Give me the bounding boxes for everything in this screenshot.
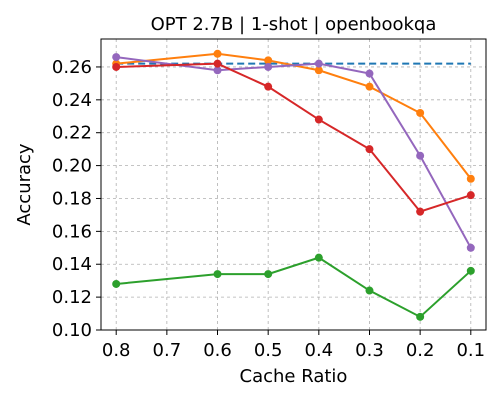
y-tick-label: 0.20 [52, 156, 92, 177]
data-point [467, 175, 475, 183]
data-point [214, 50, 222, 58]
x-tick-label: 0.6 [203, 340, 232, 361]
data-point [365, 145, 373, 153]
data-point [467, 244, 475, 252]
data-point [112, 53, 120, 61]
x-tick-label: 0.2 [406, 340, 435, 361]
y-tick-label: 0.26 [52, 57, 92, 78]
data-point [214, 270, 222, 278]
x-tick-label: 0.5 [254, 340, 283, 361]
x-tick-label: 0.8 [102, 340, 131, 361]
x-axis-label: Cache Ratio [240, 366, 348, 387]
data-point [264, 63, 272, 71]
data-point [315, 116, 323, 124]
data-point [264, 83, 272, 91]
data-point [112, 63, 120, 71]
data-point [416, 313, 424, 321]
chart-title: OPT 2.7B | 1-shot | openbookqa [151, 14, 437, 35]
x-tick-label: 0.3 [355, 340, 384, 361]
data-point [467, 267, 475, 275]
y-tick-label: 0.16 [52, 221, 92, 242]
data-point [365, 287, 373, 295]
data-point [315, 254, 323, 262]
data-point [264, 270, 272, 278]
data-point [416, 208, 424, 216]
data-point [315, 60, 323, 68]
data-point [416, 152, 424, 160]
x-tick-label: 0.1 [456, 340, 485, 361]
data-point [365, 83, 373, 91]
data-point [416, 109, 424, 117]
data-point [112, 280, 120, 288]
y-tick-label: 0.14 [52, 254, 92, 275]
x-tick-label: 0.4 [305, 340, 334, 361]
data-point [467, 191, 475, 199]
y-axis-label: Accuracy [14, 143, 35, 226]
data-point [214, 60, 222, 68]
data-point [365, 70, 373, 78]
y-tick-label: 0.12 [52, 287, 92, 308]
x-tick-label: 0.7 [153, 340, 182, 361]
y-tick-label: 0.18 [52, 188, 92, 209]
y-tick-label: 0.24 [52, 90, 92, 111]
y-tick-label: 0.10 [52, 320, 92, 341]
y-tick-label: 0.22 [52, 123, 92, 144]
